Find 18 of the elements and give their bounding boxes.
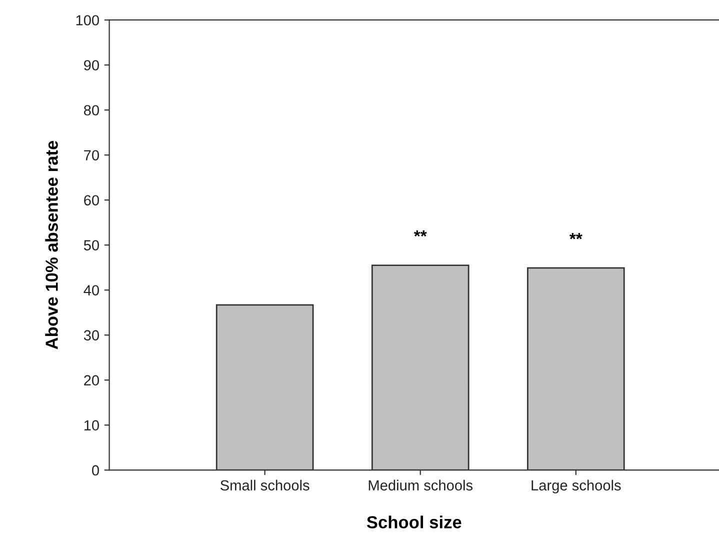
y-tick-label: 50 bbox=[84, 240, 99, 250]
annotation: ** bbox=[569, 233, 582, 240]
y-tick-label: 30 bbox=[84, 330, 99, 340]
x-tick-label: Small schools bbox=[220, 480, 310, 491]
x-tick-label: Medium schools bbox=[368, 480, 473, 491]
y-tick-label: 80 bbox=[84, 105, 99, 116]
x-tick-label: Large schools bbox=[532, 480, 621, 494]
y-tick-label: 0 bbox=[92, 465, 99, 476]
y-tick-label: 40 bbox=[84, 285, 99, 296]
x-axis-title: School size bbox=[366, 516, 462, 528]
y-tick-label: 70 bbox=[84, 150, 99, 160]
y-tick-label: 90 bbox=[84, 60, 99, 70]
y-axis-title: Above 10% absentee rate bbox=[45, 140, 58, 350]
y-tick-label: 10 bbox=[84, 420, 99, 430]
y-tick-label: 60 bbox=[84, 195, 99, 206]
y-tick-label: 100 bbox=[76, 15, 99, 26]
annotation: ** bbox=[414, 230, 427, 237]
y-tick-label: 20 bbox=[84, 375, 99, 386]
